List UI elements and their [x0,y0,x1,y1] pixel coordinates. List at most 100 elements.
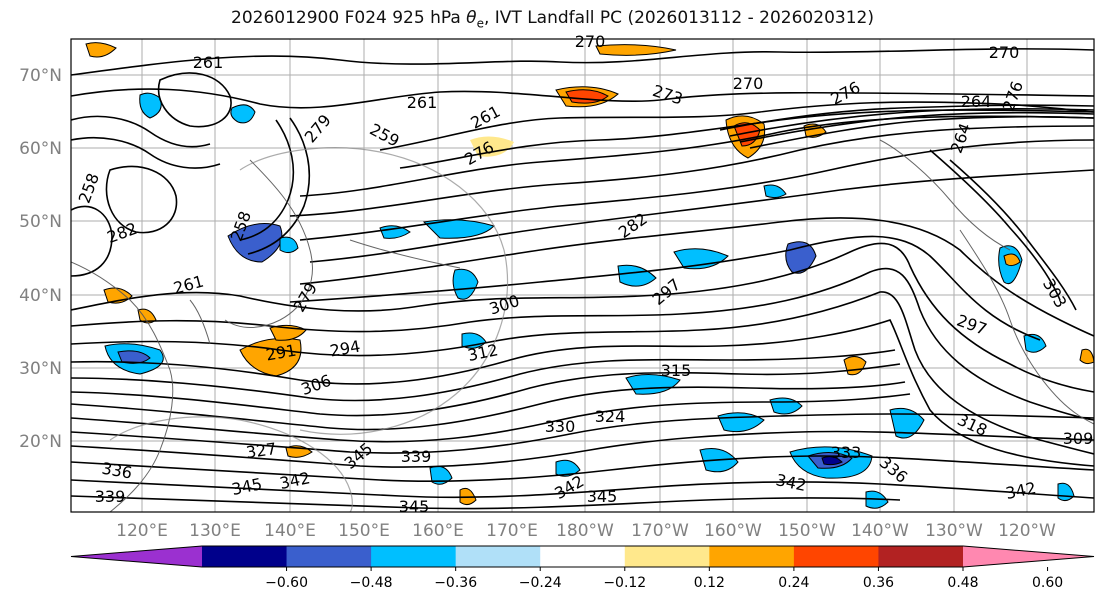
shade-orange-2 [595,44,677,56]
contour-line [289,125,1094,217]
colorbar-extend-min [71,546,202,567]
contour-label: 261 [193,53,224,72]
analysis-circles [109,147,508,512]
lon-label: 170°W [631,521,689,541]
latitude-labels: 70°N 60°N 50°N 40°N 30°N 20°N [19,66,62,452]
colorbar-tick-label: −0.24 [519,575,562,591]
contour-line [71,495,901,510]
contour-line [71,242,1094,393]
contour-line [299,217,1094,337]
colorbar-bin [455,546,541,567]
colorbar-bin [624,546,710,567]
contour-line [71,267,1094,421]
contour-label: 345 [399,497,430,516]
longitude-labels: 120°E 130°E 140°E 150°E 160°E 170°E 180°W 170°W… [116,521,1056,541]
colorbar-outline [70,545,1095,568]
shade-cyan-2 [230,104,256,124]
colorbar: −0.60 −0.48 −0.36 −0.24 −0.12 0.12 0.24 0.36 0.4… [70,545,1095,591]
contour-line [239,119,295,241]
lon-label: 160°E [412,521,464,541]
contour-label: 339 [401,447,432,466]
shade-orange-12 [1003,253,1021,267]
contour-label: 309 [1063,429,1094,448]
coastlines [71,139,1094,512]
lon-label: 130°E [189,521,241,541]
contour-line [299,139,1094,241]
contour-line [105,165,178,234]
colorbar-bin [371,546,457,567]
colorbar-bin [793,546,879,567]
contour-line [71,430,1094,468]
lon-label: 140°E [264,521,316,541]
contour-line [719,104,1094,131]
contour-line [71,205,113,277]
contour-line [289,235,1041,341]
lon-label: 150°W [778,521,836,541]
lon-label: 120°W [998,521,1056,541]
colorbar-bin [878,546,964,567]
contour-line [71,136,221,169]
shade-cyan-9 [617,264,657,287]
lon-label: 140°W [851,521,909,541]
contour-label: 270 [989,43,1020,62]
contour-label: 345 [587,487,618,506]
lon-label: 130°W [925,521,983,541]
contour-label: 315 [661,361,692,380]
lat-label: 20°N [19,432,62,452]
contour-line [71,291,1094,455]
graticule [71,39,1094,512]
contour-line [71,115,211,148]
theta-e-contours [71,48,1094,510]
contour-line [157,72,232,128]
contour-line [71,319,1094,467]
lat-label: 50°N [19,212,62,232]
colorbar-tick-label: −0.36 [434,575,477,591]
shade-blue-2 [117,350,151,364]
colorbar-bin [286,546,372,567]
contour-label: 327 [245,439,278,462]
lon-label: 120°E [116,521,168,541]
contour-line [739,111,1094,143]
contour-line [71,413,1094,454]
shade-cyan-7 [452,268,479,300]
shade-cyan-14 [889,407,925,439]
lon-label: 180°W [556,521,614,541]
contour-line [71,479,1094,499]
shade-orange-6 [239,337,302,377]
contour-label: 333 [831,443,862,462]
contour-line [929,149,1061,301]
shade-cyan-3 [279,236,299,254]
contour-line [729,107,1094,137]
contour-line [309,169,1094,263]
shade-cyan-1 [139,92,162,119]
contour-line [379,101,1094,151]
contour-label: 324 [595,407,626,426]
lat-label: 40°N [19,286,62,306]
contour-line [71,455,1094,483]
map-title: 2026012900 F024 925 hPa θe, IVT Landfall… [231,8,874,31]
colorbar-tick-label: 0.48 [947,575,978,591]
colorbar-tick-label: −0.12 [603,575,646,591]
shade-cyan-19 [1023,333,1047,353]
contour-line [299,115,1094,197]
contour-line [247,117,311,255]
lon-label: 170°E [486,521,538,541]
colorbar-extend-max [963,546,1094,567]
shade-cyan-10 [673,248,729,270]
contour-line [71,363,901,417]
lat-label: 70°N [19,66,62,86]
contour-line [71,48,1094,76]
contour-label: 330 [545,417,576,436]
shade-cyan-21 [763,184,787,199]
lat-label: 30°N [19,359,62,379]
colorbar-tick-label: 0.36 [863,575,894,591]
colorbar-tick-label: 0.60 [1032,575,1063,591]
shade-yellow-1 [470,136,514,157]
contour-line [71,88,1094,109]
lat-label: 60°N [19,139,62,159]
contour-line [749,115,1094,149]
colorbar-tick-label: 0.12 [694,575,725,591]
contour-line [71,393,911,443]
colorbar-bin [709,546,795,567]
